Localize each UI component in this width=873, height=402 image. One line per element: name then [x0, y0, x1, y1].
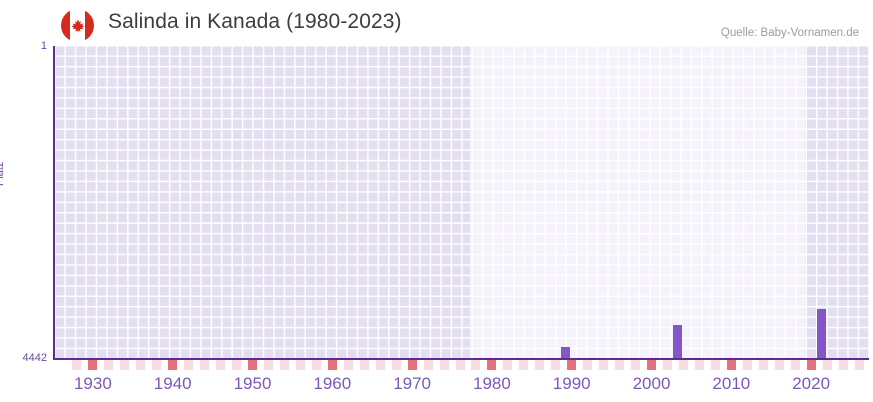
x-tick-2026 — [854, 360, 864, 370]
x-tick-1950 — [248, 360, 257, 370]
x-axis-labels: 1930 1940 1950 1960 1970 1980 1990 2000 2010 2020 — [0, 374, 873, 402]
x-tick-1978 — [471, 360, 481, 370]
x-tick-1938 — [152, 360, 162, 370]
x-tick-1946 — [216, 360, 226, 370]
x-tick-1942 — [184, 360, 194, 370]
x-tick-1984 — [519, 360, 529, 370]
x-tick-1974 — [439, 360, 449, 370]
x-tick-1988 — [551, 360, 561, 370]
x-tick-1994 — [599, 360, 609, 370]
x-label-2010: 2010 — [712, 374, 751, 393]
plot-area — [53, 46, 869, 360]
chart-header: Salinda in Kanada (1980-2023) Quelle: Ba… — [0, 0, 873, 46]
canada-flag-icon — [61, 9, 94, 42]
x-tick-2018 — [790, 360, 800, 370]
x-tick-1954 — [279, 360, 289, 370]
x-tick-1964 — [359, 360, 369, 370]
x-tick-1928 — [72, 360, 82, 370]
x-tick-2010 — [726, 360, 736, 370]
x-tick-1962 — [343, 360, 353, 370]
flag-band-right — [85, 9, 94, 42]
x-label-2020: 2020 — [792, 374, 831, 393]
x-label-2000: 2000 — [632, 374, 671, 393]
x-tick-1998 — [631, 360, 641, 370]
x-tick-2000 — [647, 360, 657, 370]
x-label-1970: 1970 — [393, 374, 432, 393]
bar-2003[interactable] — [672, 325, 682, 358]
x-tick-1980 — [487, 360, 497, 370]
x-label-1980: 1980 — [472, 374, 511, 393]
x-tick-1992 — [583, 360, 593, 370]
x-label-1940: 1940 — [153, 374, 192, 393]
flag-band-left — [61, 9, 70, 42]
y-tick-label-bottom: 4442 — [22, 352, 47, 364]
x-tick-1982 — [503, 360, 513, 370]
x-tick-2002 — [662, 360, 672, 370]
x-tick-2024 — [838, 360, 848, 370]
x-label-1960: 1960 — [313, 374, 352, 393]
page-title: Salinda in Kanada (1980-2023) — [108, 10, 402, 33]
plot-gridlines — [55, 46, 869, 358]
x-tick-1986 — [535, 360, 545, 370]
x-tick-1948 — [232, 360, 242, 370]
x-tick-2022 — [822, 360, 832, 370]
x-label-1990: 1990 — [552, 374, 591, 393]
x-label-1930: 1930 — [73, 374, 112, 393]
x-tick-1932 — [104, 360, 114, 370]
x-label-1950: 1950 — [233, 374, 272, 393]
x-tick-1968 — [391, 360, 401, 370]
x-tick-1934 — [120, 360, 130, 370]
x-axis-ticks — [53, 360, 867, 370]
x-tick-2008 — [710, 360, 720, 370]
x-tick-1956 — [295, 360, 305, 370]
bar-2021[interactable] — [816, 309, 826, 358]
x-tick-1940 — [168, 360, 178, 370]
maple-leaf-icon — [71, 18, 84, 33]
x-tick-1958 — [311, 360, 321, 370]
x-tick-1972 — [423, 360, 433, 370]
x-tick-2014 — [758, 360, 768, 370]
x-tick-1970 — [407, 360, 417, 370]
x-tick-1936 — [136, 360, 146, 370]
bar-1989[interactable] — [561, 347, 571, 358]
x-tick-1966 — [375, 360, 385, 370]
x-tick-2004 — [678, 360, 688, 370]
x-tick-1990 — [567, 360, 577, 370]
x-tick-1944 — [200, 360, 210, 370]
y-tick-label-top: 1 — [40, 40, 47, 52]
x-tick-1976 — [455, 360, 465, 370]
x-tick-2012 — [742, 360, 752, 370]
y-axis-title: Platz — [0, 161, 6, 186]
x-tick-2006 — [694, 360, 704, 370]
x-tick-1960 — [327, 360, 337, 370]
x-tick-1996 — [615, 360, 625, 370]
source-attribution: Quelle: Baby-Vornamen.de — [720, 27, 859, 39]
x-tick-2016 — [774, 360, 784, 370]
x-tick-1952 — [263, 360, 273, 370]
x-tick-2020 — [806, 360, 816, 370]
x-tick-1930 — [88, 360, 98, 370]
